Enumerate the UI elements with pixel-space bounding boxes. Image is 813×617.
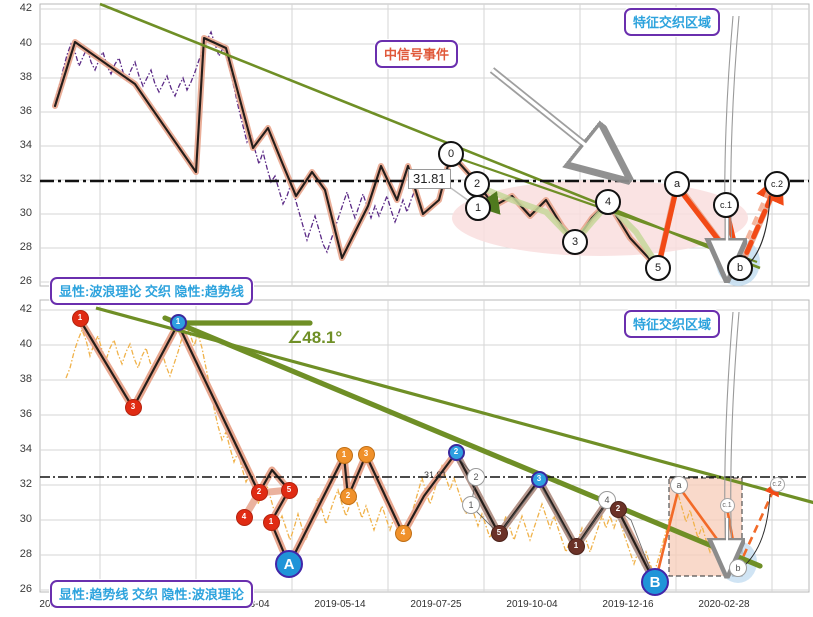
top-c2-projection-ghost — [733, 191, 770, 267]
top-wave-node-5[interactable]: 5 — [645, 255, 671, 281]
bottom-ghost-node-b[interactable]: b — [729, 559, 747, 577]
top-wave-node-1[interactable]: 1 — [465, 195, 491, 221]
bottom-blue-node-2[interactable]: 2 — [447, 443, 465, 461]
bottom-pivot-dot-2[interactable]: 2 — [250, 483, 268, 501]
top-wave-node-3[interactable]: 3 — [562, 229, 588, 255]
top-wave-node-c.1[interactable]: c.1 — [713, 192, 739, 218]
bottom-blue-node-3[interactable]: 3 — [530, 470, 548, 488]
bottom-pivot-dot-4[interactable]: 4 — [394, 524, 412, 542]
bottom-major-node-A[interactable]: A — [275, 550, 303, 578]
bottom-ghost-node-a[interactable]: a — [670, 476, 688, 494]
bottom-trendline-green-main — [162, 315, 763, 569]
bottom-pivot-dot-1[interactable]: 1 — [262, 513, 280, 531]
top-price-series-purple — [54, 30, 424, 254]
bottom-major-node-B[interactable]: B — [641, 568, 669, 596]
bottom-pivot-dot-3[interactable]: 3 — [357, 445, 375, 463]
bottom-blue-node-1[interactable]: 1 — [169, 313, 187, 331]
top-wave-node-a[interactable]: a — [664, 171, 690, 197]
bottom-ghost-node-1[interactable]: 1 — [462, 496, 480, 514]
bottom-c2-curve-connector — [741, 493, 771, 569]
bottom-ghost-node-c.1[interactable]: c.1 — [719, 497, 735, 513]
top-signal-arrow-inner — [490, 68, 606, 162]
bottom-ghost-node-2[interactable]: 2 — [467, 468, 485, 486]
top-wave-node-c.2[interactable]: c.2 — [764, 171, 790, 197]
bottom-pivot-dot-5[interactable]: 5 — [280, 481, 298, 499]
top-wave-node-0[interactable]: 0 — [438, 141, 464, 167]
bottom-pivot-dot-2[interactable]: 2 — [339, 487, 357, 505]
bottom-pivot-dot-5[interactable]: 5 — [490, 524, 508, 542]
bottom-ghost-node-c.2[interactable]: c.2 — [769, 476, 785, 492]
bottom-pivot-dot-1[interactable]: 1 — [71, 309, 89, 327]
bottom-pivot-dot-2[interactable]: 2 — [609, 500, 627, 518]
bottom-pivot-dot-4[interactable]: 4 — [235, 508, 253, 526]
bottom-pivot-dot-1[interactable]: 1 — [335, 446, 353, 464]
top-wave-node-b[interactable]: b — [727, 255, 753, 281]
top-wave-node-4[interactable]: 4 — [595, 189, 621, 215]
bottom-pivot-dot-1[interactable]: 1 — [567, 537, 585, 555]
bottom-trendline-green-secondary — [95, 306, 813, 505]
top-wave-node-2[interactable]: 2 — [464, 171, 490, 197]
bottom-price-series-orange — [65, 324, 739, 577]
bottom-pivot-dot-3[interactable]: 3 — [124, 398, 142, 416]
